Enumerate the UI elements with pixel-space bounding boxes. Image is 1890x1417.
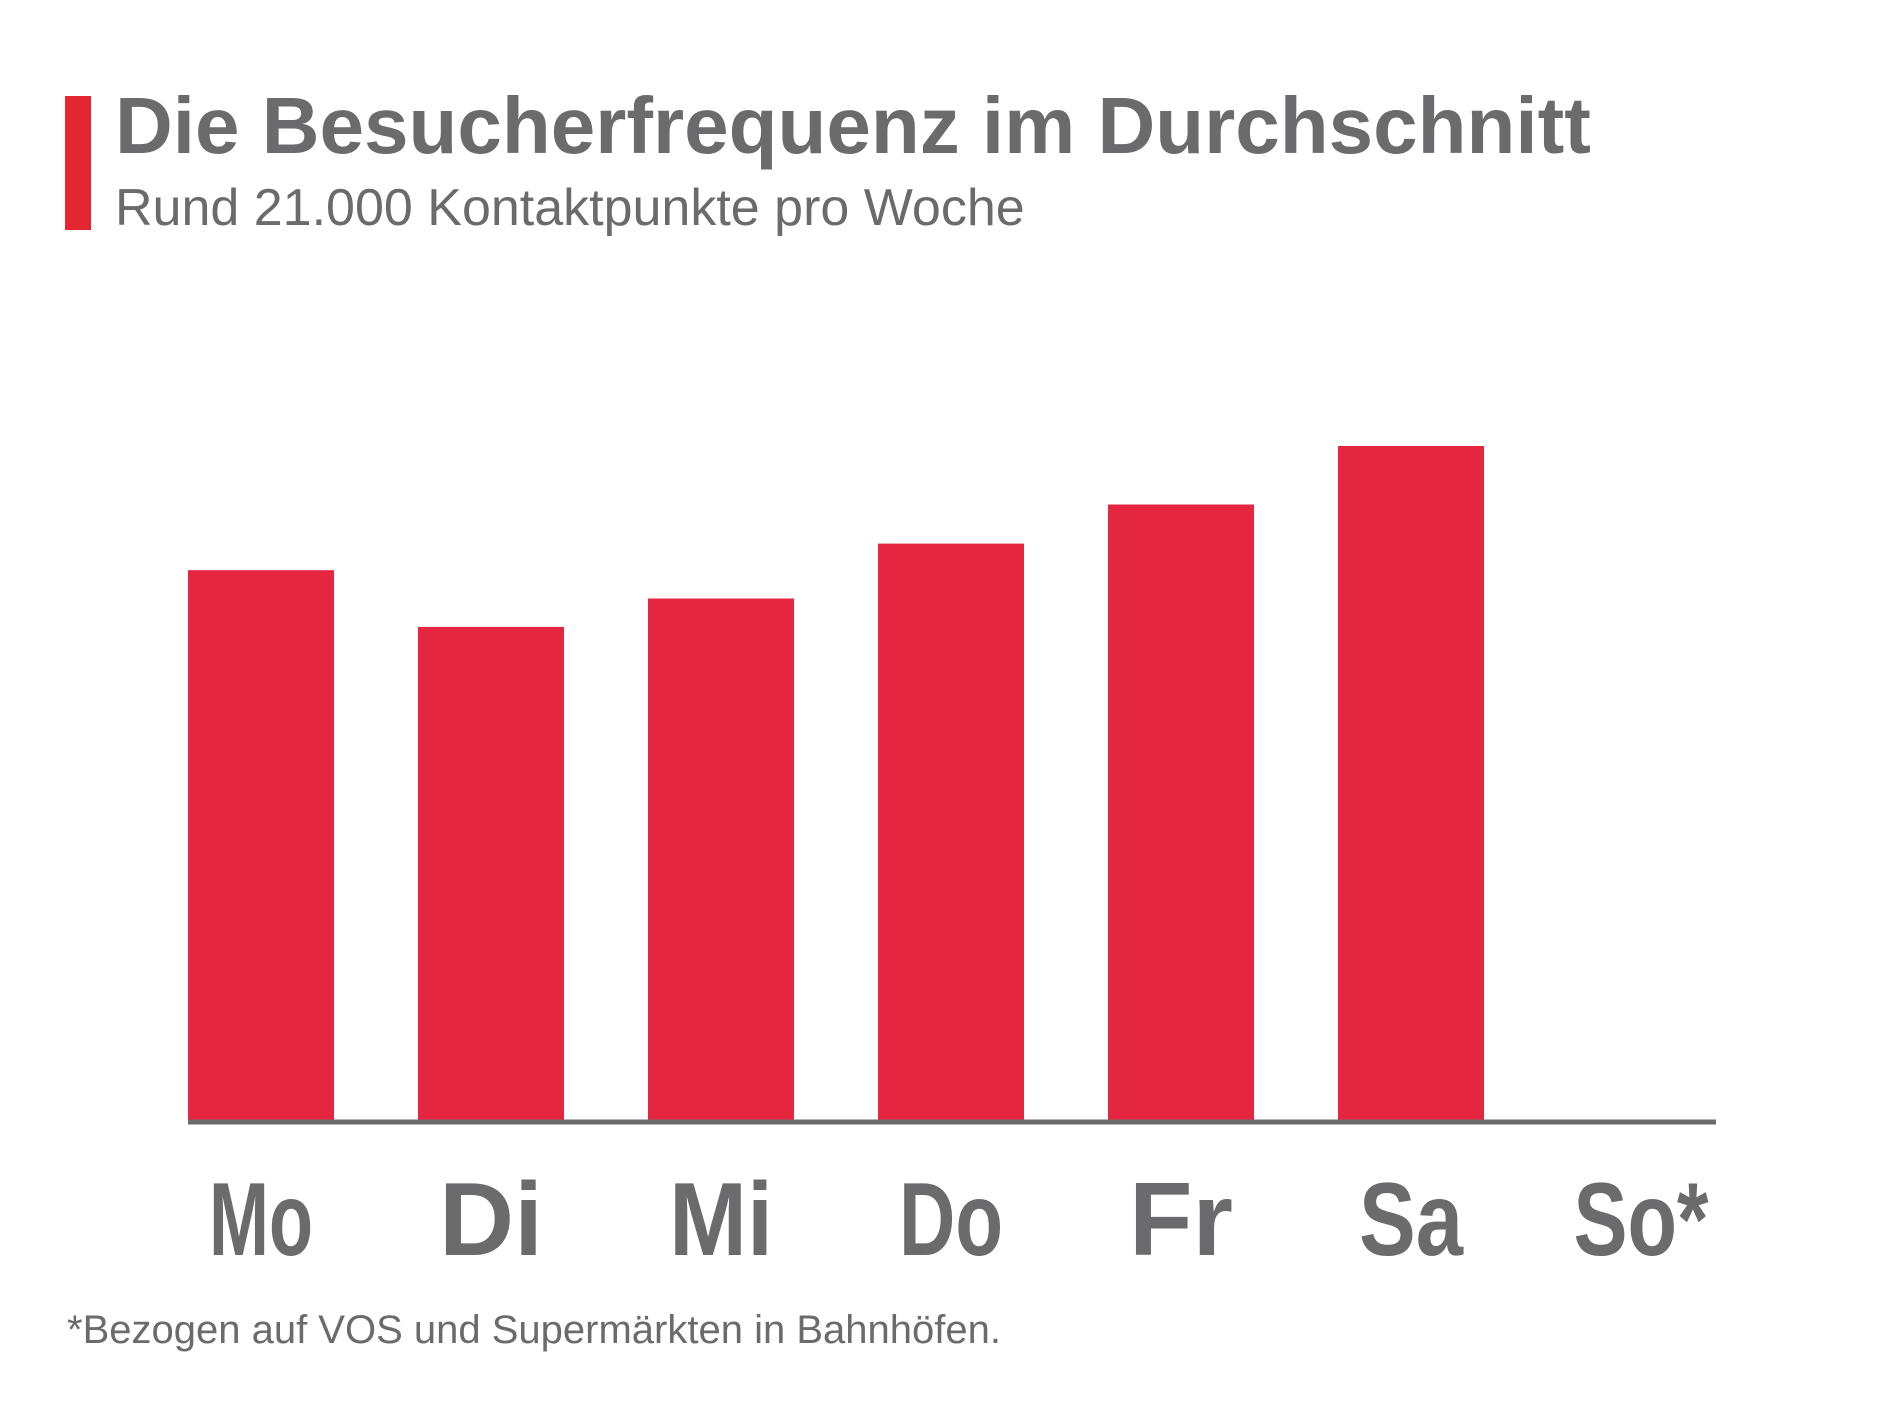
bar-do [878,543,1024,1120]
bar-mo [188,570,334,1120]
x-tick-label-do: Do [899,1162,1003,1278]
x-tick-label-mo: Mo [209,1162,313,1278]
bars-group [188,446,1484,1120]
chart-subtitle: Rund 21.000 Kontaktpunkte pro Woche [115,179,1025,237]
x-tick-label-mi: Mi [669,1162,773,1278]
x-tick-label-so: So* [1574,1162,1709,1278]
bar-sa [1338,446,1484,1120]
x-tick-labels-group: Mo Di Mi Do Fr Sa So* [209,1162,1709,1278]
title-accent-bar [65,96,91,230]
chart-title: Die Besucherfrequenz im Durchschnitt [115,81,1591,170]
footnote: *Bezogen auf VOS und Supermärkten in Bah… [67,1308,1001,1352]
x-tick-label-fr: Fr [1129,1162,1233,1278]
bar-di [418,626,564,1120]
x-tick-label-di: Di [439,1162,543,1278]
bar-mi [648,598,794,1120]
x-tick-label-sa: Sa [1359,1162,1464,1278]
bar-fr [1108,504,1254,1120]
